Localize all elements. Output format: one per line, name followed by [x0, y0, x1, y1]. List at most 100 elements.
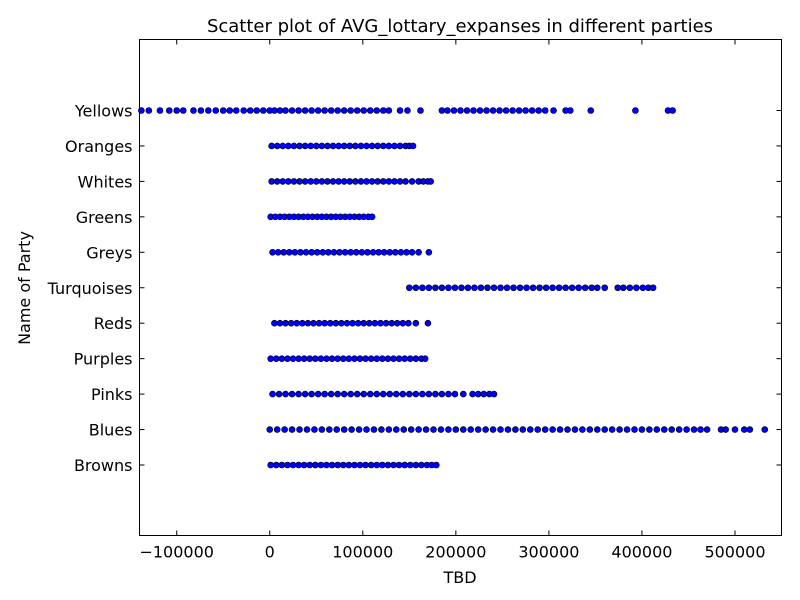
point-reds [326, 319, 334, 327]
point-pinks [347, 390, 355, 398]
point-yellows [360, 107, 368, 114]
point-oranges [290, 142, 298, 150]
point-oranges [379, 142, 387, 150]
point-yellows [450, 107, 458, 114]
point-yellows [253, 107, 261, 114]
point-reds [393, 319, 401, 327]
point-yellows [463, 107, 471, 114]
point-pinks [334, 390, 341, 398]
point-yellows [327, 107, 335, 114]
x-axis: −100000 0 100000 200000 300000 400000 500000 [139, 39, 766, 562]
point-blues [564, 426, 571, 433]
point-oranges [279, 142, 287, 150]
point-browns [284, 461, 291, 469]
point-turquoises [575, 284, 582, 292]
point-pinks [412, 390, 420, 398]
point-purples [289, 355, 297, 362]
point-oranges [340, 142, 348, 150]
point-blues [660, 426, 668, 433]
point-yellows [489, 107, 497, 114]
point-oranges [273, 142, 281, 150]
point-blues [311, 426, 318, 433]
point-whites [296, 178, 303, 185]
point-yellows [483, 107, 490, 114]
point-reds [271, 319, 278, 327]
point-pinks [406, 390, 413, 398]
point-reds [405, 319, 412, 327]
point-yellows [522, 107, 529, 114]
point-browns [339, 461, 347, 469]
point-turquoises [490, 284, 498, 292]
point-browns [323, 461, 330, 469]
point-pinks [360, 390, 368, 398]
point-blues [722, 426, 729, 433]
point-turquoises [588, 284, 595, 292]
point-whites [385, 178, 393, 185]
point-yellows [156, 107, 164, 114]
point-browns [373, 461, 381, 469]
point-purples [328, 355, 336, 362]
point-pinks [295, 390, 302, 398]
point-whites [368, 178, 376, 185]
point-pinks [419, 390, 426, 398]
point-blues [340, 426, 348, 433]
point-yellows [379, 107, 387, 114]
point-browns [379, 461, 386, 469]
point-purples [312, 355, 319, 362]
point-whites [290, 178, 298, 185]
point-blues [703, 426, 711, 433]
point-greys [408, 249, 416, 256]
point-purples [390, 355, 397, 362]
point-yellows [541, 107, 549, 114]
point-greys [297, 249, 304, 256]
point-reds [343, 319, 351, 327]
point-yellows [240, 107, 248, 114]
point-browns [334, 461, 341, 469]
point-browns [278, 461, 286, 469]
point-turquoises [419, 284, 426, 292]
point-greys [386, 249, 394, 256]
point-turquoises [536, 284, 543, 292]
point-oranges [296, 142, 303, 150]
point-blues [459, 426, 467, 433]
point-purples [356, 355, 364, 362]
point-turquoises [633, 284, 640, 292]
point-purples [339, 355, 347, 362]
point-yellows [145, 107, 153, 114]
point-greys [313, 249, 321, 256]
point-browns [401, 461, 408, 469]
point-pinks [275, 390, 283, 398]
x-tick-label: 0 [265, 543, 275, 562]
point-blues [638, 426, 646, 433]
point-blues [746, 426, 754, 433]
point-greys [380, 249, 388, 256]
point-browns [351, 461, 358, 469]
point-whites [427, 178, 435, 185]
point-yellows [314, 107, 322, 114]
point-yellows [288, 107, 296, 114]
point-yellows [509, 107, 516, 114]
point-turquoises [562, 284, 569, 292]
point-pinks [282, 390, 289, 398]
point-turquoises [639, 284, 647, 292]
point-pinks [373, 390, 381, 398]
point-yellows [385, 107, 393, 114]
point-pinks [366, 390, 374, 398]
point-yellows [457, 107, 464, 114]
point-purples [278, 355, 286, 362]
point-whites [374, 178, 381, 185]
point-yellows [632, 107, 639, 114]
point-greys [341, 249, 349, 256]
point-blues [497, 426, 504, 433]
point-greys [369, 249, 377, 256]
point-yellows [173, 107, 181, 114]
point-pinks [451, 390, 459, 398]
point-whites [363, 178, 370, 185]
point-browns [328, 461, 336, 469]
point-pinks [340, 390, 348, 398]
point-turquoises [497, 284, 504, 292]
point-blues [422, 426, 430, 433]
point-greys [352, 249, 360, 256]
point-turquoises [620, 284, 627, 292]
point-blues [281, 426, 288, 433]
